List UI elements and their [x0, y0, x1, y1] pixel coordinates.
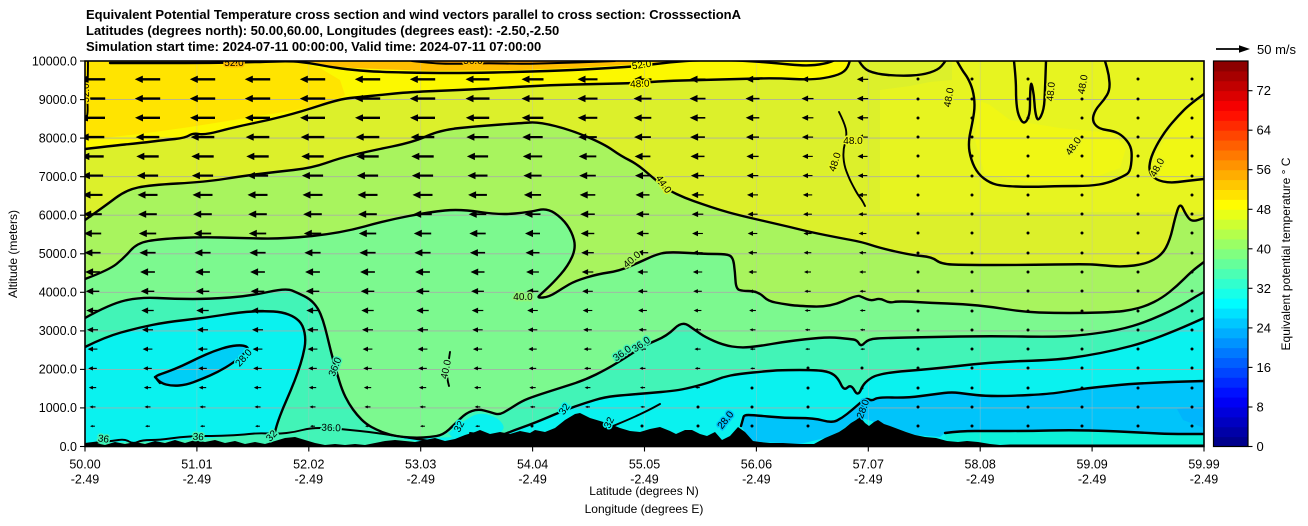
svg-text:52.0: 52.0	[81, 83, 92, 103]
svg-text:48.0: 48.0	[1045, 81, 1058, 102]
svg-text:-2.49: -2.49	[1078, 473, 1107, 487]
svg-text:64: 64	[1257, 123, 1271, 138]
svg-text:-2.49: -2.49	[630, 473, 659, 487]
svg-text:16: 16	[1257, 360, 1271, 375]
svg-text:48.0: 48.0	[630, 78, 650, 90]
svg-text:48.0: 48.0	[1076, 74, 1090, 96]
svg-text:-2.49: -2.49	[406, 473, 435, 487]
svg-text:52.02: 52.02	[293, 458, 324, 472]
svg-text:56: 56	[1257, 162, 1271, 177]
svg-text:48: 48	[1257, 202, 1271, 217]
svg-text:50 m/s: 50 m/s	[1257, 42, 1297, 57]
svg-text:-2.49: -2.49	[295, 473, 324, 487]
svg-text:53.03: 53.03	[405, 458, 436, 472]
svg-text:7000.0: 7000.0	[39, 170, 77, 184]
svg-text:50.00: 50.00	[69, 458, 100, 472]
svg-text:59.09: 59.09	[1076, 458, 1107, 472]
svg-text:-2.49: -2.49	[1190, 473, 1219, 487]
svg-text:-2.49: -2.49	[71, 473, 100, 487]
svg-text:-2.49: -2.49	[518, 473, 547, 487]
svg-text:51.01: 51.01	[181, 458, 212, 472]
svg-text:58.08: 58.08	[965, 458, 996, 472]
svg-text:57.07: 57.07	[853, 458, 884, 472]
svg-text:55.05: 55.05	[629, 458, 660, 472]
svg-text:Altitude (meters): Altitude (meters)	[6, 210, 20, 298]
svg-text:59.99: 59.99	[1188, 458, 1219, 472]
svg-text:36.0: 36.0	[321, 423, 341, 435]
svg-text:36: 36	[192, 432, 204, 444]
svg-text:8: 8	[1257, 400, 1264, 415]
svg-text:-2.49: -2.49	[966, 473, 995, 487]
svg-text:8000.0: 8000.0	[39, 131, 77, 145]
svg-text:10000.0: 10000.0	[32, 54, 77, 68]
svg-text:52.0: 52.0	[224, 58, 244, 69]
svg-text:56.06: 56.06	[741, 458, 772, 472]
svg-text:0: 0	[1257, 439, 1264, 454]
svg-text:48.0: 48.0	[843, 136, 863, 147]
svg-text:24: 24	[1257, 320, 1271, 335]
svg-text:6000.0: 6000.0	[39, 209, 77, 223]
svg-text:-2.49: -2.49	[854, 473, 883, 487]
svg-text:Latitudes (degrees north): 50.: Latitudes (degrees north): 50.00,60.00, …	[86, 23, 559, 38]
svg-text:1000.0: 1000.0	[39, 401, 77, 415]
svg-text:56.0: 56.0	[463, 56, 483, 67]
svg-text:48.0: 48.0	[942, 87, 956, 109]
svg-text:40.0: 40.0	[513, 292, 533, 303]
svg-text:3000.0: 3000.0	[39, 324, 77, 338]
svg-text:Equivalent Potential Temperatu: Equivalent Potential Temperature cross s…	[86, 7, 742, 22]
svg-text:72: 72	[1257, 83, 1271, 98]
svg-text:Longitude (degrees E): Longitude (degrees E)	[585, 502, 704, 516]
svg-text:0.0: 0.0	[60, 440, 77, 454]
svg-text:Simulation start time: 2024-07: Simulation start time: 2024-07-11 00:00:…	[86, 39, 541, 54]
svg-text:-2.49: -2.49	[742, 473, 771, 487]
svg-text:Latitude (degrees N): Latitude (degrees N)	[589, 484, 698, 498]
svg-text:54.04: 54.04	[517, 458, 548, 472]
svg-text:4000.0: 4000.0	[39, 286, 77, 300]
svg-text:2000.0: 2000.0	[39, 363, 77, 377]
svg-text:9000.0: 9000.0	[39, 93, 77, 107]
svg-text:5000.0: 5000.0	[39, 247, 77, 261]
svg-text:-2.49: -2.49	[183, 473, 212, 487]
svg-text:32: 32	[1257, 281, 1271, 296]
svg-text:Equivalent potential temperatu: Equivalent potential temperature ° C	[1279, 157, 1293, 350]
svg-text:36: 36	[97, 433, 110, 446]
svg-text:40: 40	[1257, 241, 1271, 256]
